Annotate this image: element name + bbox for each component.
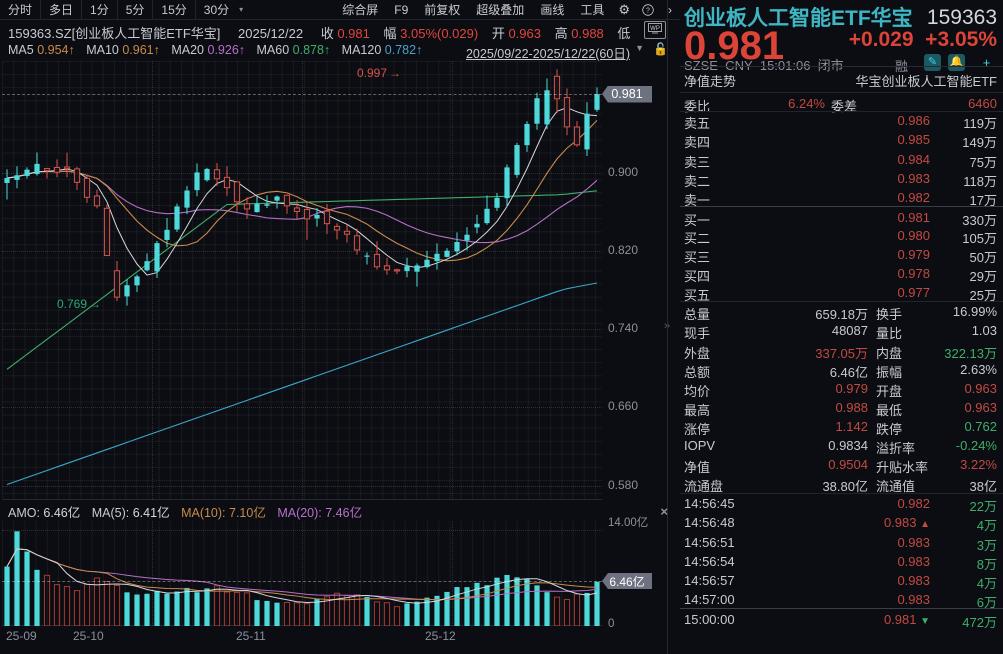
svg-text:WP: WP	[650, 26, 660, 32]
svg-text:?: ?	[646, 7, 650, 14]
